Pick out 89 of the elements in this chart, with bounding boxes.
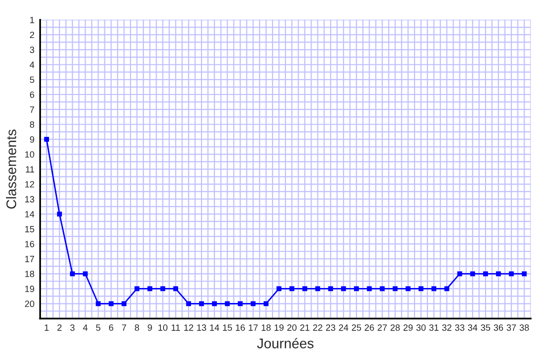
point xyxy=(238,301,243,306)
x-tick-label: 35 xyxy=(480,324,490,331)
x-tick-label: 3 xyxy=(70,324,75,331)
y-tick-label: 12 xyxy=(25,181,34,188)
point xyxy=(186,301,192,306)
x-tick-label: 11 xyxy=(172,324,180,331)
point xyxy=(147,286,152,292)
y-tick-label: 20 xyxy=(24,300,34,308)
x-tick-label: 10 xyxy=(158,324,168,331)
y-tick-label: 2 xyxy=(30,32,34,38)
y-tick-label: 8 xyxy=(30,121,34,128)
point xyxy=(418,286,424,292)
point xyxy=(122,301,126,306)
point xyxy=(431,286,436,292)
y-axis-title: Classements xyxy=(6,130,16,209)
point xyxy=(44,136,50,142)
point xyxy=(496,271,501,276)
y-tick-label: 17 xyxy=(25,256,34,262)
y-tick-label: 15 xyxy=(25,226,34,232)
x-tick-label: 13 xyxy=(197,324,206,331)
x-tick-label: 33 xyxy=(455,324,464,331)
x-tick-label: 7 xyxy=(122,324,126,331)
point xyxy=(392,286,398,292)
y-tick-label: 18 xyxy=(25,270,34,278)
x-tick-label: 12 xyxy=(184,324,194,331)
x-tick-label: 20 xyxy=(287,324,297,331)
x-tick-label: 15 xyxy=(222,324,232,331)
point xyxy=(212,301,217,306)
x-tick-label: 18 xyxy=(262,324,271,331)
x-tick-label: 22 xyxy=(313,324,322,331)
y-tick-label: 10 xyxy=(25,151,34,158)
point xyxy=(57,212,62,216)
x-tick-label: 5 xyxy=(96,324,100,331)
x-tick-label: 36 xyxy=(494,324,504,331)
x-tick-label: 37 xyxy=(506,324,516,331)
point xyxy=(276,286,282,292)
point xyxy=(96,301,101,306)
y-tick-label: 16 xyxy=(25,240,34,248)
point xyxy=(250,301,256,306)
point xyxy=(108,301,114,306)
x-tick-label: 26 xyxy=(364,324,374,331)
y-tick-label: 5 xyxy=(30,76,34,83)
x-axis-title: Journées xyxy=(257,338,314,348)
x-tick-label: 1 xyxy=(44,324,49,331)
x-tick-label: 21 xyxy=(300,324,310,331)
x-tick-label: 24 xyxy=(338,324,348,331)
x-tick-label: 27 xyxy=(378,324,387,331)
y-tick-label: 7 xyxy=(30,106,34,113)
point xyxy=(264,301,268,306)
x-tick-label: 8 xyxy=(134,324,140,331)
y-tick-label: 6 xyxy=(30,91,34,98)
x-tick-label: 30 xyxy=(416,324,426,331)
y-tick-label: 11 xyxy=(26,166,34,172)
x-tick-label: 34 xyxy=(468,324,478,331)
point xyxy=(224,301,230,306)
x-tick-label: 32 xyxy=(442,324,452,331)
x-tick-label: 14 xyxy=(210,324,220,331)
y-tick-label: 4 xyxy=(30,62,34,68)
x-tick-label: 29 xyxy=(404,324,413,331)
point xyxy=(508,271,514,276)
point xyxy=(341,286,346,292)
x-tick-label: 38 xyxy=(520,324,529,331)
point xyxy=(354,286,359,292)
point xyxy=(134,286,140,292)
x-tick-label: 9 xyxy=(148,324,152,331)
x-tick-label: 17 xyxy=(248,324,258,331)
x-tick-label: 2 xyxy=(57,324,62,331)
x-tick-label: 31 xyxy=(429,324,438,331)
y-tick-label: 1 xyxy=(30,16,34,24)
point xyxy=(70,271,75,276)
point xyxy=(483,271,488,276)
x-tick-label: 28 xyxy=(390,324,400,331)
point xyxy=(328,286,334,292)
y-tick-label: 19 xyxy=(25,286,34,292)
point xyxy=(199,301,204,306)
point xyxy=(406,286,410,292)
x-tick-label: 25 xyxy=(352,324,362,331)
y-tick-label: 9 xyxy=(30,136,34,143)
y-tick-label: 13 xyxy=(25,196,34,202)
x-tick-label: 23 xyxy=(326,324,336,331)
point xyxy=(366,286,372,292)
y-tick-label: 3 xyxy=(30,46,34,54)
point xyxy=(289,286,294,292)
y-tick-label: 14 xyxy=(25,211,34,218)
x-tick-label: 16 xyxy=(236,324,245,331)
x-tick-label: 4 xyxy=(83,324,88,331)
point xyxy=(470,271,476,276)
x-tick-label: 6 xyxy=(109,324,114,331)
x-tick-label: 19 xyxy=(274,324,284,331)
